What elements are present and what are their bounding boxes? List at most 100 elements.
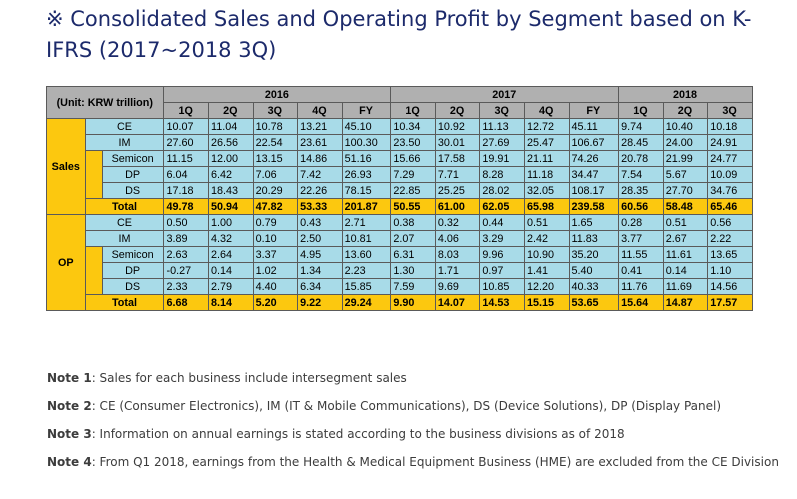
table-cell: 11.15 <box>164 151 209 167</box>
table-cell: 0.14 <box>209 263 254 279</box>
table-cell: 27.70 <box>663 183 708 199</box>
table-cell: 11.61 <box>663 247 708 263</box>
table-cell: 0.43 <box>298 215 343 231</box>
table-row: DP 6.04 6.42 7.06 7.42 26.93 7.29 7.71 8.28 11.18… <box>47 167 753 183</box>
table-cell: 1.34 <box>298 263 343 279</box>
table-cell: 9.69 <box>435 279 480 295</box>
table-cell: 0.97 <box>480 263 525 279</box>
table-cell: 7.42 <box>298 167 343 183</box>
total-cell: 15.15 <box>524 295 569 311</box>
row-label: Semicon <box>102 247 164 263</box>
table-cell: 9.74 <box>619 119 664 135</box>
table-cell: 0.44 <box>480 215 525 231</box>
note-label: Note 4 <box>47 455 92 469</box>
table-cell: 10.78 <box>253 119 298 135</box>
table-cell: 2.42 <box>524 231 569 247</box>
row-label: DS <box>102 279 164 295</box>
table-cell: 13.65 <box>708 247 753 263</box>
table-cell: 12.20 <box>524 279 569 295</box>
table-cell: 11.76 <box>619 279 664 295</box>
note-4: Note 4: From Q1 2018, earnings from the … <box>47 448 787 476</box>
table-cell: 22.85 <box>391 183 436 199</box>
segment-group-label: Sales <box>47 119 86 215</box>
total-cell: 5.20 <box>253 295 298 311</box>
table-total-row: Total 6.68 8.14 5.20 9.22 29.24 9.90 14.07 14.53… <box>47 295 753 311</box>
table-cell: 26.93 <box>342 167 391 183</box>
table-cell: 0.32 <box>435 215 480 231</box>
table-cell: 34.76 <box>708 183 753 199</box>
table-cell: 12.72 <box>524 119 569 135</box>
table-cell: 25.47 <box>524 135 569 151</box>
table-cell: 2.33 <box>164 279 209 295</box>
table-cell: 4.32 <box>209 231 254 247</box>
total-cell: 9.90 <box>391 295 436 311</box>
table-cell: 17.58 <box>435 151 480 167</box>
table-cell: 14.86 <box>298 151 343 167</box>
table-cell: 30.01 <box>435 135 480 151</box>
table-cell: 2.63 <box>164 247 209 263</box>
total-cell: 201.87 <box>342 199 391 215</box>
table-row: OP CE 0.50 1.00 0.79 0.43 2.71 0.38 0.32 0.44 0.51… <box>47 215 753 231</box>
table-cell: 0.38 <box>391 215 436 231</box>
table-cell: 10.07 <box>164 119 209 135</box>
note-label: Note 1 <box>47 371 92 385</box>
table-cell: 26.56 <box>209 135 254 151</box>
table-cell: 3.29 <box>480 231 525 247</box>
total-cell: 65.46 <box>708 199 753 215</box>
note-text: : From Q1 2018, earnings from the Health… <box>92 455 779 469</box>
table-cell: 8.28 <box>480 167 525 183</box>
table-cell: 13.60 <box>342 247 391 263</box>
table-cell: 19.91 <box>480 151 525 167</box>
quarter-header: 2Q <box>435 103 480 119</box>
table-row: DP -0.27 0.14 1.02 1.34 2.23 1.30 1.71 0.97 1.41 5… <box>47 263 753 279</box>
ds-bracket-spacer <box>86 247 102 295</box>
table-cell: 11.13 <box>480 119 525 135</box>
table-cell: 22.54 <box>253 135 298 151</box>
total-label: Total <box>86 295 164 311</box>
table-cell: 34.47 <box>569 167 619 183</box>
table-cell: 0.56 <box>708 215 753 231</box>
table-cell: 2.22 <box>708 231 753 247</box>
table-cell: 9.96 <box>480 247 525 263</box>
unit-label: (Unit: KRW trillion) <box>47 87 164 119</box>
table-row: Sales CE 10.07 11.04 10.78 13.21 45.10 10.34 10.… <box>47 119 753 135</box>
table-cell: 7.06 <box>253 167 298 183</box>
quarter-header: 1Q <box>164 103 209 119</box>
note-text: : CE (Consumer Electronics), IM (IT & Mo… <box>92 399 721 413</box>
table-cell: 23.50 <box>391 135 436 151</box>
segment-table: (Unit: KRW trillion) 2016 2017 2018 1Q 2Q 3Q 4Q… <box>46 86 753 311</box>
table-cell: 10.81 <box>342 231 391 247</box>
table-cell: 2.23 <box>342 263 391 279</box>
note-text: : Sales for each business include inters… <box>92 371 407 385</box>
table-row: Semicon 11.15 12.00 13.15 14.86 51.16 15.66 17.… <box>47 151 753 167</box>
table-cell: 2.71 <box>342 215 391 231</box>
table-cell: 3.37 <box>253 247 298 263</box>
row-label: CE <box>86 215 164 231</box>
table-cell: 28.45 <box>619 135 664 151</box>
table-cell: 2.67 <box>663 231 708 247</box>
table-cell: 1.65 <box>569 215 619 231</box>
table-cell: 108.17 <box>569 183 619 199</box>
table-cell: 2.07 <box>391 231 436 247</box>
table-cell: 15.85 <box>342 279 391 295</box>
total-cell: 61.00 <box>435 199 480 215</box>
total-cell: 14.87 <box>663 295 708 311</box>
table-cell: 4.06 <box>435 231 480 247</box>
total-label: Total <box>86 199 164 215</box>
table-cell: 1.41 <box>524 263 569 279</box>
table-row: DS 17.18 18.43 20.29 22.26 78.15 22.85 25.25 28.… <box>47 183 753 199</box>
row-label: DP <box>102 167 164 183</box>
total-cell: 47.82 <box>253 199 298 215</box>
table-cell: 45.10 <box>342 119 391 135</box>
table-cell: 13.21 <box>298 119 343 135</box>
table-row: IM 27.60 26.56 22.54 23.61 100.30 23.50 30.01 27… <box>47 135 753 151</box>
table-cell: 15.66 <box>391 151 436 167</box>
quarter-header: 4Q <box>524 103 569 119</box>
total-cell: 49.78 <box>164 199 209 215</box>
table-cell: 18.43 <box>209 183 254 199</box>
page-title: ※ Consolidated Sales and Operating Profi… <box>46 4 786 66</box>
table-cell: 11.83 <box>569 231 619 247</box>
note-label: Note 2 <box>47 399 92 413</box>
table-cell: -0.27 <box>164 263 209 279</box>
table-cell: 14.56 <box>708 279 753 295</box>
